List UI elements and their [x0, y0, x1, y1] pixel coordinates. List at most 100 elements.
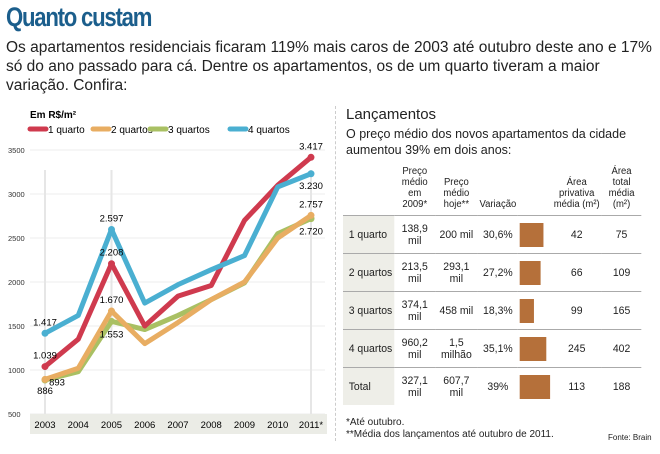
cell-total: 165 [601, 291, 642, 330]
divider [335, 106, 336, 441]
data-point [108, 260, 115, 268]
column-header: Variação [479, 199, 517, 210]
cell-hoje: 200 mil [435, 215, 478, 254]
legend-label: 2 quartos [111, 125, 153, 136]
data-label: 2.757 [299, 199, 323, 210]
cell-var: 18,3% [477, 291, 519, 330]
data-label: 1.553 [100, 329, 124, 340]
table-row: Total 327,1 mil 607,7 mil 39% 113 188 [343, 367, 642, 405]
x-tick-label: 2003 [34, 420, 55, 431]
line-chart: Em R$/m² 500 1000 1500 2000 2500 3000 3500 2003 2… [8, 110, 327, 434]
cell-p2009: 138,9 mil [394, 215, 436, 254]
intro-text: Os apartamentos residenciais ficaram 119… [6, 39, 652, 94]
column-header: Área total média (m²) [608, 166, 635, 210]
column-header: Preço médio em 2009* [401, 166, 428, 210]
x-tick-label: 2004 [68, 420, 89, 431]
x-axis-band [30, 414, 327, 434]
x-tick-label: 2006 [134, 420, 155, 431]
cell-var: 27,2% [477, 253, 519, 292]
table-title: Lançamentos [346, 106, 437, 123]
cell-p2009: 213,5 mil [394, 253, 436, 292]
table-row: 3 quartos 374,1 mil 458 mil 18,3% 99 165 [343, 291, 642, 330]
table-subtitle: O preço médio dos novos apartamentos da … [346, 127, 627, 157]
page-title: Quanto custam [6, 2, 152, 32]
data-point [307, 153, 315, 161]
data-label: 2.720 [299, 227, 323, 238]
series-line-1 [43, 155, 313, 369]
table-row: 4 quartos 960,2 mil 1,5 milhão 35,1% 245 402 [343, 329, 642, 368]
y-axis-label: Em R$/m² [30, 110, 77, 121]
variation-bar-cell [518, 291, 552, 330]
variation-bar-cell [518, 215, 552, 254]
footnote: **Média dos lançamentos até outubro de 2… [346, 429, 554, 440]
table-row: 1 quarto 138,9 mil 200 mil 30,6% 42 75 [343, 215, 642, 254]
footnote: *Até outubro. [346, 417, 405, 428]
legend-label: 4 quartos [248, 125, 290, 136]
source: Fonte: Brain [608, 433, 652, 442]
data-label: 3.230 [299, 181, 323, 192]
y-tick-label: 3500 [8, 146, 25, 155]
series-line-2 [44, 213, 313, 382]
cell-priv: 113 [551, 367, 602, 405]
cell-label: 1 quarto [343, 215, 395, 254]
y-tick-label: 500 [8, 410, 21, 419]
data-point [41, 363, 49, 371]
variation-bar [520, 260, 541, 285]
variation-bar [520, 374, 550, 399]
launches-table: Preço médio em 2009* Preço médio hoje** Va… [343, 166, 642, 405]
cell-priv: 66 [551, 253, 602, 292]
y-tick-label: 2000 [8, 278, 25, 287]
y-tick-label: 3000 [8, 190, 25, 199]
x-tick-label: 2008 [201, 420, 222, 431]
x-tick-label: 2011* [299, 420, 323, 431]
data-label: 1.417 [33, 317, 57, 328]
footnotes: *Até outubro. **Média dos lançamentos at… [346, 417, 554, 441]
cell-var: 30,6% [477, 215, 519, 254]
column-header: Área privativa média (m²) [553, 177, 600, 210]
y-tick-label: 1500 [8, 322, 25, 331]
data-point [41, 329, 49, 337]
cell-var: 35,1% [477, 329, 519, 368]
data-point [307, 170, 315, 178]
data-label: 886 [37, 386, 53, 397]
data-point [108, 317, 115, 325]
legend-label: 3 quartos [168, 125, 210, 136]
variation-bar [520, 336, 547, 361]
cell-priv: 245 [551, 329, 602, 368]
cell-label: 4 quartos [343, 329, 395, 368]
x-tick-label: 2010 [267, 420, 288, 431]
series-line-4 [43, 171, 312, 336]
cell-total: 402 [601, 329, 642, 368]
data-label: 893 [49, 377, 65, 388]
variation-bar-cell [518, 329, 552, 368]
cell-hoje: 607,7 mil [435, 367, 478, 405]
cell-p2009: 374,1 mil [394, 291, 436, 330]
data-label: 1.039 [33, 351, 57, 362]
variation-bar-cell [518, 253, 552, 292]
cell-hoje: 293,1 mil [435, 253, 478, 292]
x-tick-label: 2009 [234, 420, 255, 431]
column-header [343, 166, 394, 216]
data-label: 2.597 [100, 213, 124, 224]
cell-label: Total [343, 367, 395, 405]
y-tick-label: 2500 [8, 234, 25, 243]
data-point [41, 375, 49, 383]
data-point [108, 225, 115, 233]
y-tick-label: 1000 [8, 366, 25, 375]
data-point [307, 211, 315, 219]
variation-bar [520, 298, 534, 323]
data-point [108, 307, 115, 315]
cell-hoje: 1,5 milhão [435, 329, 478, 368]
cell-total: 109 [601, 253, 642, 292]
cell-p2009: 327,1 mil [394, 367, 436, 405]
cell-label: 3 quartos [343, 291, 395, 330]
cell-total: 188 [601, 367, 642, 405]
cell-total: 75 [601, 215, 642, 254]
data-label: 1.670 [100, 295, 124, 306]
variation-bar-cell [518, 367, 552, 405]
cell-p2009: 960,2 mil [394, 329, 436, 368]
cell-var: 39% [477, 367, 519, 405]
column-header: Preço médio hoje** [443, 177, 470, 210]
variation-bar [520, 222, 544, 247]
data-label: 3.417 [299, 141, 323, 152]
